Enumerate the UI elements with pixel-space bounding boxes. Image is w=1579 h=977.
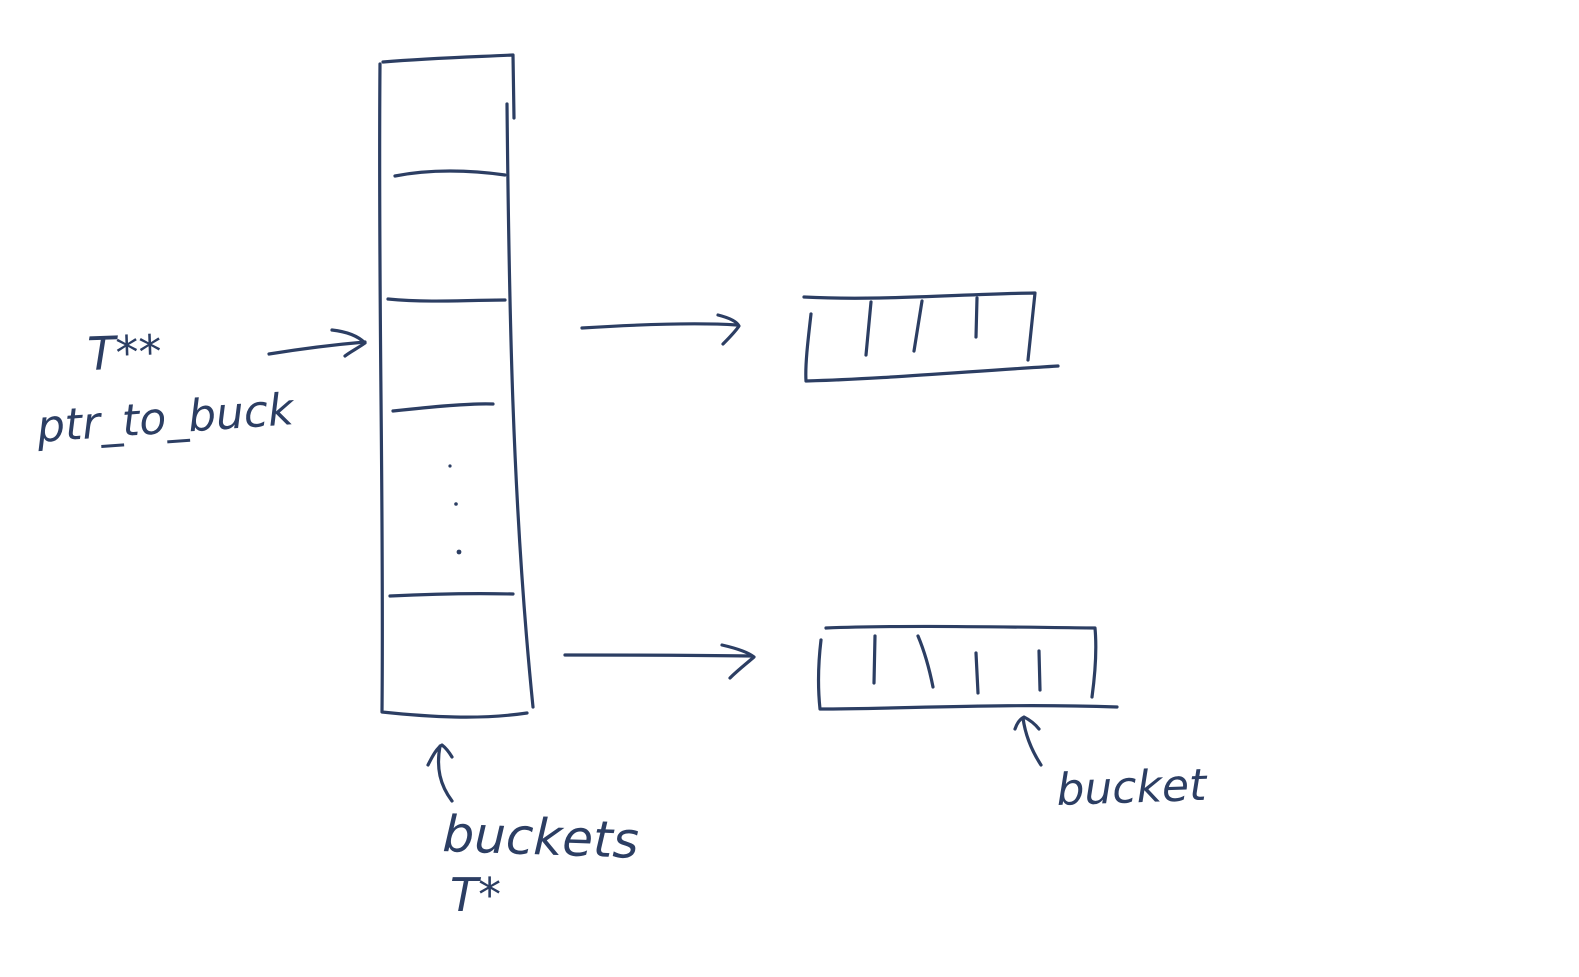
bucket-cell-divider: [974, 296, 979, 339]
pointer-array-divider: [393, 169, 507, 178]
double-pointer-arrow: [267, 328, 367, 358]
pointer-array-divider: [388, 592, 515, 598]
bucket-outline: [817, 624, 1119, 711]
slot-to-bucket-arrow: [563, 643, 756, 680]
pointer-array-outline: [377, 53, 535, 719]
ellipsis-dots: [448, 464, 462, 555]
bucket-cell-divider: [864, 300, 873, 357]
double-pointer-type-label: T**: [86, 324, 162, 381]
bucket-lower: [817, 624, 1119, 711]
bucket-cell-divider: [974, 651, 980, 695]
pointer-array-type-label: T*: [450, 868, 501, 922]
bucket-upper: [802, 291, 1060, 383]
pointer-array: [377, 53, 535, 719]
pointer-array-name-label: buckets: [442, 805, 640, 870]
bucket-cell-divider: [916, 634, 935, 689]
slot-to-bucket-arrow: [580, 313, 741, 346]
bucket-cell-divider: [912, 299, 924, 353]
pointer-array-divider: [391, 402, 495, 413]
bucket-cell-divider: [1037, 649, 1042, 692]
bucket-name-label: bucket: [1056, 760, 1209, 816]
bucket-label-arrow: [1013, 715, 1043, 767]
pointer-array-divider: [386, 297, 507, 303]
buckets-label-arrow: [426, 743, 454, 803]
bucket-cell-divider: [872, 634, 877, 685]
bucket-outline: [802, 291, 1060, 383]
double-pointer-name-label: ptr_to_buck: [34, 384, 296, 453]
